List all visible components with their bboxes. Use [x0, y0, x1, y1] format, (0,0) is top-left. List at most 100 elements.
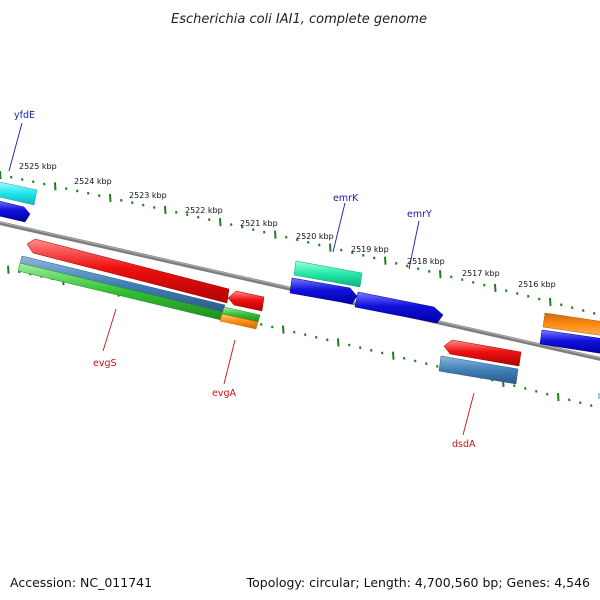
feature-yfdE-cyan[interactable] — [0, 181, 38, 206]
tick-label-2522: 2522 kbp — [185, 206, 223, 215]
tick-label-2516: 2516 kbp — [518, 280, 556, 289]
minor-tick — [461, 278, 464, 282]
gene-label-yfdE[interactable]: yfdE — [14, 110, 35, 121]
tick-label-2519: 2519 kbp — [351, 245, 389, 254]
major-tick — [337, 338, 340, 347]
minor-tick — [318, 243, 321, 247]
minor-tick — [450, 275, 453, 279]
tick-label-2523: 2523 kbp — [129, 191, 167, 200]
minor-tick — [568, 398, 571, 402]
minor-tick — [373, 256, 376, 260]
minor-tick — [472, 280, 475, 284]
minor-tick — [241, 225, 244, 229]
major-tick — [274, 230, 277, 239]
feature-right-blue[interactable] — [539, 329, 600, 354]
minor-tick — [230, 223, 233, 227]
feature-evgS-red[interactable] — [26, 238, 230, 304]
major-tick — [7, 265, 10, 274]
feature-evgA-red[interactable] — [227, 290, 265, 312]
minor-tick — [304, 333, 307, 337]
minor-tick — [560, 303, 563, 307]
major-tick — [282, 325, 285, 334]
minor-tick — [524, 387, 527, 390]
minor-tick — [271, 325, 274, 329]
gene-labels: yfdE emrK emrY evgS evgA dsdA — [14, 110, 476, 450]
feature-emrK-blue[interactable] — [289, 277, 358, 305]
minor-tick — [153, 206, 156, 209]
gene-label-emrK[interactable]: emrK — [333, 193, 359, 204]
minor-tick — [307, 240, 310, 244]
minor-tick — [208, 218, 211, 222]
minor-tick — [582, 309, 585, 312]
minor-tick — [175, 210, 178, 214]
minor-tick — [348, 343, 351, 347]
feature-evgA-orange[interactable] — [219, 313, 259, 330]
tick-label-2524: 2524 kbp — [74, 177, 112, 186]
minor-tick — [315, 335, 318, 339]
reverse-strand-features — [17, 238, 522, 385]
major-tick — [384, 256, 387, 265]
minor-tick — [516, 292, 519, 295]
gene-label-dsdA[interactable]: dsdA — [452, 439, 476, 450]
feature-dsdA-red[interactable] — [443, 339, 522, 367]
leader-yfdE — [8, 122, 23, 172]
minor-tick — [370, 348, 373, 352]
kbp-labels: 2525 kbp 2524 kbp 2523 kbp 2522 kbp 2521… — [19, 162, 556, 289]
feature-dsdA-steel[interactable] — [438, 355, 519, 385]
minor-tick — [65, 187, 68, 191]
outer-tick-row — [0, 170, 596, 315]
feature-edge-fragment — [598, 393, 600, 399]
feature-emrY-blue[interactable] — [354, 291, 444, 324]
minor-tick — [381, 351, 384, 355]
minor-tick — [538, 297, 541, 301]
feature-yfdE-blue[interactable] — [0, 200, 31, 223]
minor-tick — [263, 230, 266, 234]
minor-tick — [21, 178, 24, 181]
minor-tick — [428, 270, 431, 273]
leader-evgA — [223, 339, 236, 385]
minor-tick — [10, 175, 13, 179]
minor-tick — [359, 346, 362, 350]
minor-tick — [285, 235, 288, 239]
leader-emrY — [408, 220, 420, 270]
minor-tick — [131, 201, 134, 205]
major-tick — [164, 205, 167, 214]
major-tick — [557, 392, 560, 402]
minor-tick — [414, 359, 417, 363]
gene-label-evgS[interactable]: evgS — [93, 358, 117, 369]
minor-tick — [120, 198, 123, 202]
leader-dsdA — [462, 392, 475, 436]
minor-tick — [197, 215, 200, 219]
gene-label-evgA[interactable]: evgA — [212, 388, 236, 399]
minor-tick — [260, 323, 263, 326]
minor-tick — [579, 401, 582, 405]
tick-label-2517: 2517 kbp — [462, 269, 500, 278]
minor-tick — [505, 289, 508, 293]
minor-tick — [186, 213, 189, 217]
minor-tick — [340, 248, 343, 252]
minor-tick — [403, 356, 406, 360]
gene-label-emrY[interactable]: emrY — [407, 209, 432, 220]
minor-tick — [296, 238, 299, 242]
minor-tick — [546, 392, 549, 396]
accession-text: Accession: NC_011741 — [10, 575, 152, 590]
minor-tick — [32, 180, 35, 184]
leader-evgS — [102, 308, 117, 352]
major-tick — [329, 243, 332, 252]
minor-tick — [535, 389, 538, 393]
minor-tick — [395, 261, 398, 265]
minor-tick — [98, 194, 101, 198]
minor-tick — [326, 338, 329, 342]
feature-right-orange[interactable] — [542, 312, 600, 336]
minor-tick — [483, 283, 486, 287]
leader-emrK — [332, 202, 346, 253]
feature-emrK-teal[interactable] — [293, 260, 363, 288]
minor-tick — [590, 404, 593, 408]
tick-label-2521: 2521 kbp — [240, 219, 278, 228]
tick-label-2525: 2525 kbp — [19, 162, 57, 171]
major-tick — [439, 270, 442, 279]
minor-tick — [76, 189, 79, 193]
major-tick — [549, 297, 552, 307]
minor-tick — [406, 264, 409, 268]
